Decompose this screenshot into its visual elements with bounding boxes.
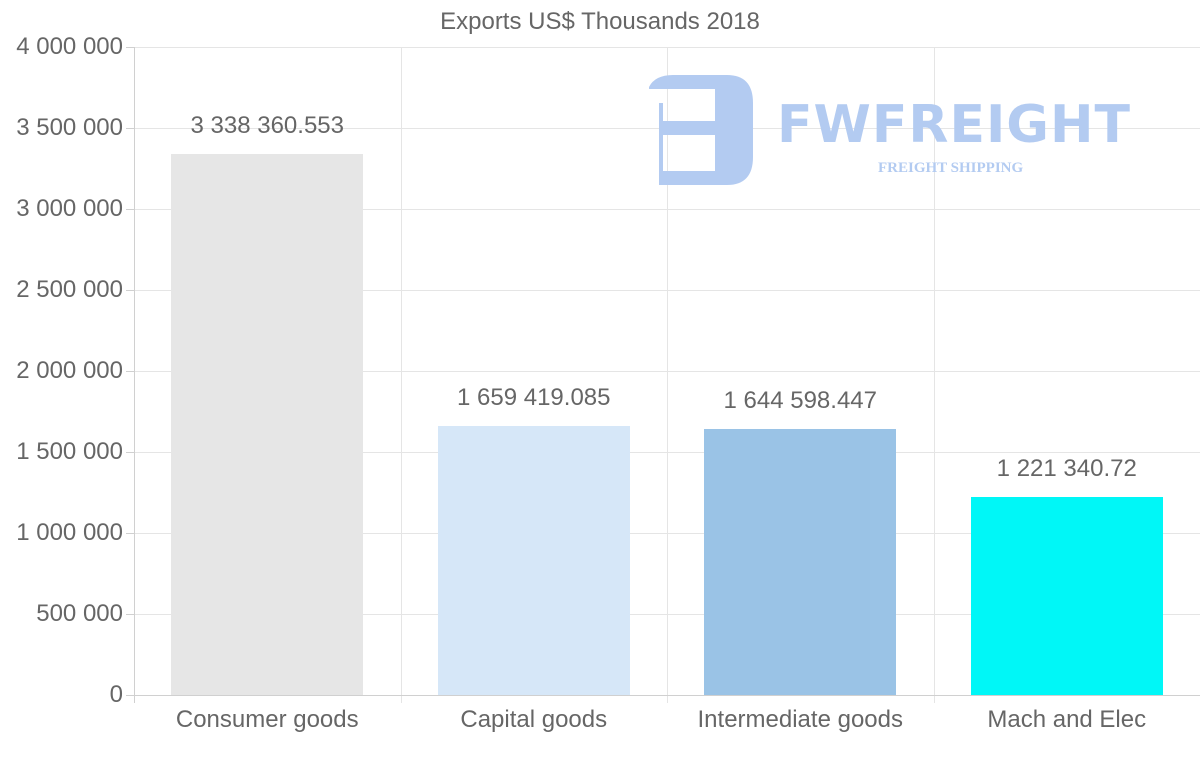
bar-consumer-goods[interactable] bbox=[171, 154, 364, 695]
watermark-brand: FWFREIGHT bbox=[777, 95, 1131, 155]
fwfreight-logo-icon bbox=[649, 75, 753, 185]
x-gridline bbox=[933, 47, 935, 703]
y-tick-label: 3 000 000 bbox=[16, 195, 123, 222]
x-tick-label: Mach and Elec bbox=[987, 706, 1147, 733]
bar-value-label: 1 644 598.447 bbox=[723, 386, 877, 414]
bar-intermediate-goods[interactable] bbox=[704, 428, 897, 695]
bar-value-label: 3 338 360.553 bbox=[190, 112, 344, 140]
y-tick-mark bbox=[126, 128, 134, 129]
bar-capital-goods[interactable] bbox=[437, 426, 630, 695]
y-tick-mark bbox=[126, 290, 134, 291]
x-gridline bbox=[667, 47, 668, 703]
y-tick-label: 500 000 bbox=[36, 600, 123, 627]
y-tick-label: 2 000 000 bbox=[16, 357, 123, 384]
y-tick-label: 1 000 000 bbox=[16, 519, 123, 546]
y-tick-mark bbox=[126, 371, 134, 372]
y-tick-label: 3 500 000 bbox=[16, 114, 123, 141]
x-tick-label: Intermediate goods bbox=[697, 706, 903, 733]
x-tick-label: Consumer goods bbox=[175, 706, 359, 733]
bar-value-label: 1 659 419.085 bbox=[457, 384, 611, 412]
watermark-tagline: FREIGHT SHIPPING bbox=[878, 160, 1024, 176]
y-tick-mark bbox=[126, 209, 134, 210]
x-tick-label: Capital goods bbox=[460, 706, 608, 733]
y-tick-label: 1 500 000 bbox=[16, 438, 123, 465]
y-tick-label: 0 bbox=[109, 681, 123, 708]
y-tick-mark bbox=[126, 533, 134, 534]
watermark-logo: FWFREIGHT FREIGHT SHIPPING bbox=[645, 73, 1155, 188]
y-tick-mark bbox=[126, 695, 134, 696]
y-axis-line bbox=[134, 47, 135, 703]
y-tick-label: 2 500 000 bbox=[16, 276, 123, 303]
bar-value-label: 1 221 340.72 bbox=[996, 455, 1137, 483]
y-tick-mark bbox=[126, 47, 134, 48]
y-tick-label: 4 000 000 bbox=[16, 33, 123, 60]
x-gridline bbox=[400, 47, 402, 703]
chart-title: Exports US$ Thousands 2018 bbox=[440, 8, 760, 35]
y-tick-mark bbox=[126, 452, 134, 453]
x-axis-line bbox=[126, 695, 1200, 696]
y-tick-mark bbox=[126, 614, 134, 615]
bar-mach-and-elec[interactable] bbox=[970, 497, 1163, 695]
